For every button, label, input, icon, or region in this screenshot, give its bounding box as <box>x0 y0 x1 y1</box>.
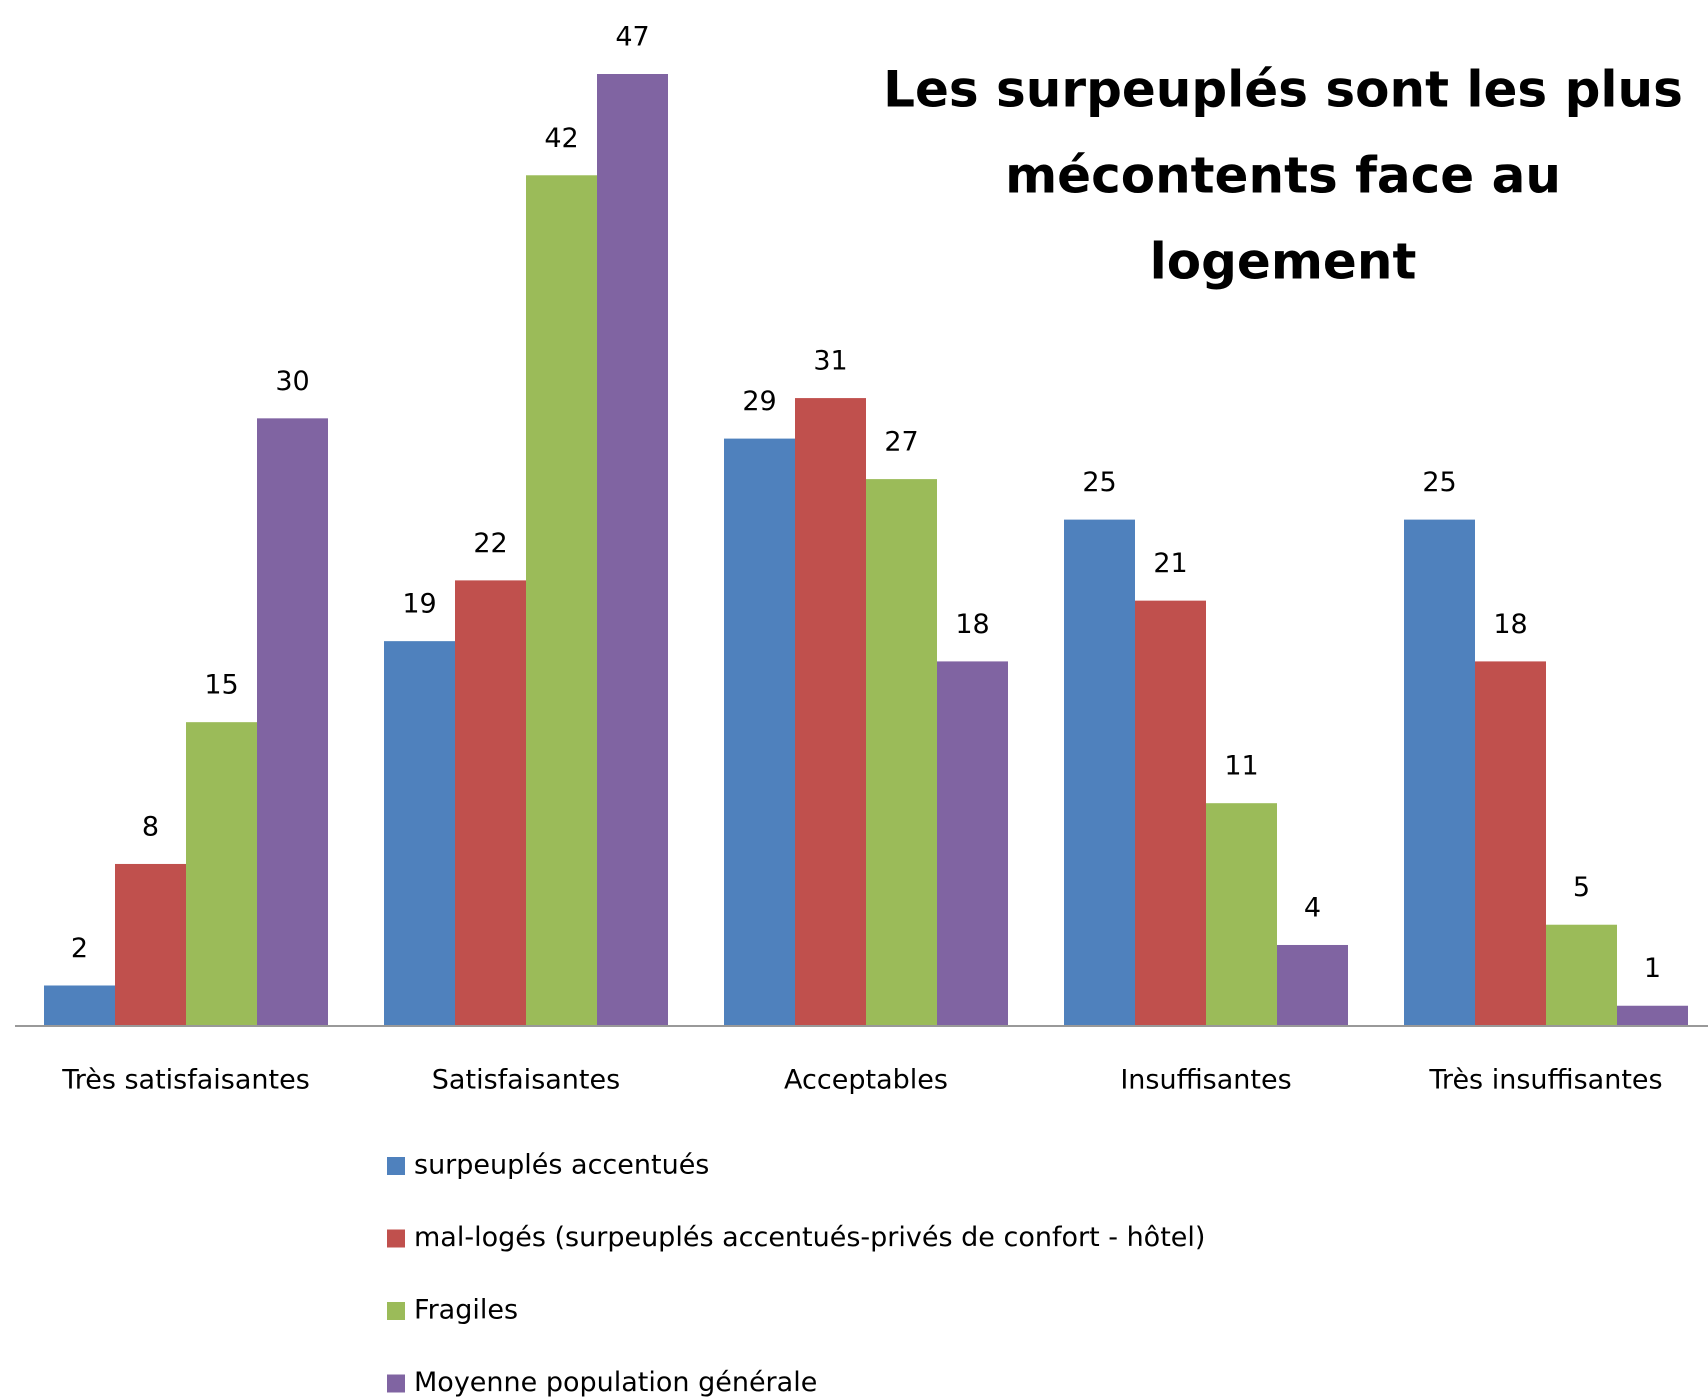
bar <box>1135 600 1206 1026</box>
data-label: 42 <box>544 123 578 154</box>
bar <box>597 74 668 1026</box>
data-label: 11 <box>1224 751 1258 782</box>
bar <box>1617 1005 1688 1026</box>
data-label: 25 <box>1422 467 1456 498</box>
legend-swatch <box>387 1157 405 1175</box>
data-label: 31 <box>813 346 847 377</box>
data-label: 27 <box>884 427 918 458</box>
legend-label: surpeuplés accentués <box>414 1150 709 1181</box>
data-label: 1 <box>1644 953 1661 984</box>
data-label: 29 <box>742 386 776 417</box>
data-label: 25 <box>1082 467 1116 498</box>
bar <box>866 479 937 1026</box>
bar <box>724 438 795 1027</box>
x-tick-label: Très satisfaisantes <box>61 1065 310 1096</box>
x-tick-label: Insuffisantes <box>1120 1065 1291 1096</box>
chart-title: logement <box>1150 233 1417 291</box>
bar <box>937 661 1008 1026</box>
bar <box>1064 519 1135 1026</box>
data-label: 30 <box>275 366 309 397</box>
x-tick-label: Très insuffisantes <box>1428 1065 1662 1096</box>
bar <box>1277 944 1348 1026</box>
chart-title: mécontents face au <box>1005 147 1561 205</box>
bar <box>1546 924 1617 1026</box>
bar <box>526 175 597 1026</box>
data-label: 19 <box>402 589 436 620</box>
legend-swatch <box>387 1229 405 1248</box>
data-label: 47 <box>615 22 649 53</box>
bar <box>1475 661 1546 1026</box>
x-tick-label: Acceptables <box>784 1065 948 1096</box>
data-label: 8 <box>142 811 159 842</box>
bar <box>1206 803 1277 1026</box>
data-label: 15 <box>204 670 238 701</box>
bar <box>44 985 115 1026</box>
bar <box>384 641 455 1026</box>
bar <box>186 722 257 1026</box>
x-tick-label: Satisfaisantes <box>432 1065 620 1096</box>
legend-label: Moyenne population générale <box>414 1367 817 1398</box>
legend-label: mal-logés (surpeuplés accentués-privés d… <box>414 1222 1205 1253</box>
data-label: 22 <box>473 528 507 559</box>
bar <box>257 418 328 1026</box>
chart-title: Les surpeuplés sont les plus <box>883 61 1683 119</box>
data-label: 2 <box>71 933 88 964</box>
bar <box>795 398 866 1027</box>
legend-swatch <box>387 1302 405 1320</box>
bar <box>455 580 526 1026</box>
data-label: 4 <box>1304 892 1321 923</box>
legend-swatch <box>387 1374 405 1393</box>
data-label: 18 <box>955 609 989 640</box>
data-label: 5 <box>1573 872 1590 903</box>
bar <box>115 863 186 1026</box>
legend-label: Fragiles <box>414 1295 518 1326</box>
data-label: 21 <box>1153 548 1187 579</box>
data-label: 18 <box>1493 609 1527 640</box>
bar <box>1404 519 1475 1026</box>
